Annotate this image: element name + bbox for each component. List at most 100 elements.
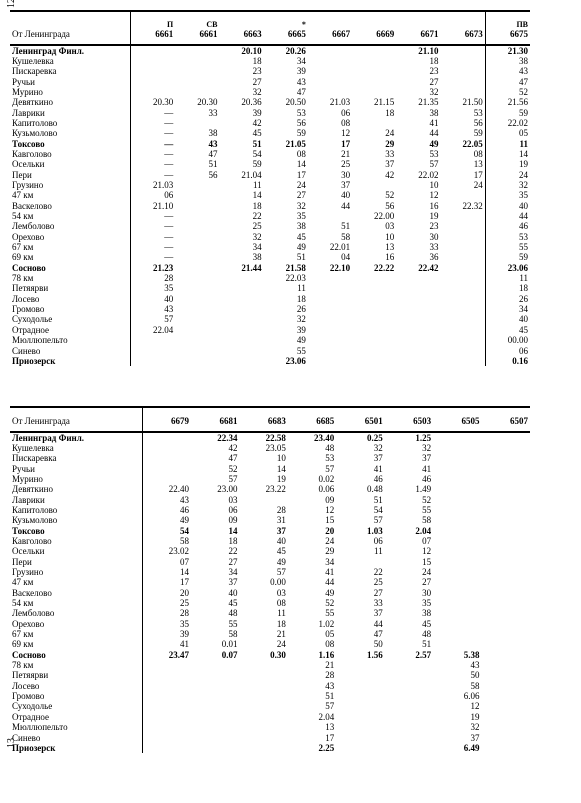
time-cell — [433, 464, 481, 474]
time-cell: 1.02 — [288, 619, 336, 629]
time-cell — [239, 743, 287, 753]
time-cell: 37 — [433, 733, 481, 743]
time-cell: 32 — [219, 87, 263, 97]
time-cell — [175, 87, 219, 97]
station-name: Токсово — [10, 526, 142, 536]
time-cell: 1.56 — [336, 650, 384, 660]
time-cell: 6.49 — [433, 743, 481, 753]
time-cell: 25 — [336, 577, 384, 587]
time-cell: 27 — [219, 77, 263, 87]
time-cell: 09 — [288, 495, 336, 505]
station-name: Ленинград Финл. — [10, 45, 131, 56]
time-cell — [385, 743, 433, 753]
time-cell — [482, 743, 530, 753]
train-header: 6671 — [396, 11, 440, 45]
time-cell: 53 — [485, 232, 530, 242]
time-cell: 37 — [352, 159, 396, 169]
time-cell — [308, 346, 352, 356]
time-cell — [482, 670, 530, 680]
time-cell: 10 — [396, 180, 440, 190]
time-cell: 41 — [336, 464, 384, 474]
time-cell: 0.00 — [239, 577, 287, 587]
time-cell — [352, 346, 396, 356]
time-cell — [482, 464, 530, 474]
time-cell: 26 — [485, 294, 530, 304]
time-cell: 24 — [385, 567, 433, 577]
station-name: Лаврики — [10, 108, 131, 118]
train-header: 6669 — [352, 11, 396, 45]
time-cell — [440, 273, 485, 283]
station-name: Отрадное — [10, 712, 142, 722]
time-cell: 21.30 — [485, 45, 530, 56]
table-row: Ленинград Финл.22.3422.5823.400.251.25 — [10, 432, 530, 443]
time-cell: 51 — [219, 139, 263, 149]
time-cell — [191, 701, 239, 711]
station-name: 69 км — [10, 639, 142, 649]
time-cell — [191, 691, 239, 701]
time-cell: 13 — [288, 722, 336, 732]
station-name: 54 км — [10, 598, 142, 608]
table-row: 69 км—385104163659 — [10, 252, 530, 262]
time-cell — [440, 346, 485, 356]
time-cell: — — [131, 159, 176, 169]
page-number-top: 12 — [6, 0, 17, 8]
time-cell: 27 — [336, 588, 384, 598]
time-cell — [142, 443, 191, 453]
time-cell — [219, 356, 263, 366]
time-cell: 49 — [239, 557, 287, 567]
time-cell — [175, 201, 219, 211]
time-cell: 43 — [485, 66, 530, 76]
station-name: Мюллюпельто — [10, 335, 131, 345]
station-name: Кавголово — [10, 149, 131, 159]
time-cell: 21.03 — [131, 180, 176, 190]
time-cell — [396, 283, 440, 293]
time-cell — [482, 495, 530, 505]
time-cell — [482, 526, 530, 536]
time-cell: 48 — [191, 608, 239, 618]
station-name: 78 км — [10, 660, 142, 670]
time-cell: 33 — [175, 108, 219, 118]
table-row: Ручьи5214574141 — [10, 464, 530, 474]
time-cell: 22.04 — [131, 325, 176, 335]
time-cell: 06 — [131, 190, 176, 200]
time-cell — [482, 598, 530, 608]
time-cell: 53 — [440, 108, 485, 118]
table-row: Громово516.06 — [10, 691, 530, 701]
station-name: 47 км — [10, 190, 131, 200]
time-cell: 19 — [239, 474, 287, 484]
time-cell: 52 — [191, 464, 239, 474]
time-cell: 15 — [385, 557, 433, 567]
time-cell: 55 — [485, 242, 530, 252]
time-cell: 12 — [396, 190, 440, 200]
table-row: 67 км395821054748 — [10, 629, 530, 639]
time-cell: 39 — [264, 66, 308, 76]
table-row: Сосново21.2321.4421.5822.1022.2222.4223.… — [10, 263, 530, 273]
station-name: Кушелевка — [10, 443, 142, 453]
time-cell: 39 — [264, 325, 308, 335]
time-cell: 21.58 — [264, 263, 308, 273]
table-row: Лаврики—3339530618385359 — [10, 108, 530, 118]
time-cell: 21.44 — [219, 263, 263, 273]
time-cell: 38 — [385, 608, 433, 618]
time-cell: 30 — [396, 232, 440, 242]
time-cell — [308, 294, 352, 304]
time-cell: — — [131, 118, 176, 128]
time-cell: 08 — [308, 118, 352, 128]
table-row: Токсово—435121.0517294922.0511 — [10, 139, 530, 149]
time-cell: 17 — [440, 170, 485, 180]
time-cell: 08 — [264, 149, 308, 159]
time-cell: 28 — [131, 273, 176, 283]
station-name: Токсово — [10, 139, 131, 149]
time-cell: 33 — [396, 242, 440, 252]
time-cell: 17 — [264, 170, 308, 180]
time-cell — [131, 346, 176, 356]
time-cell — [175, 346, 219, 356]
station-name: Лемболово — [10, 221, 131, 231]
time-cell: 18 — [219, 56, 263, 66]
time-cell: 11 — [485, 273, 530, 283]
time-cell: 21.35 — [396, 97, 440, 107]
table-row: Лаврики4303095152 — [10, 495, 530, 505]
time-cell: 41 — [288, 567, 336, 577]
time-cell — [219, 335, 263, 345]
station-name: Приозерск — [10, 743, 142, 753]
